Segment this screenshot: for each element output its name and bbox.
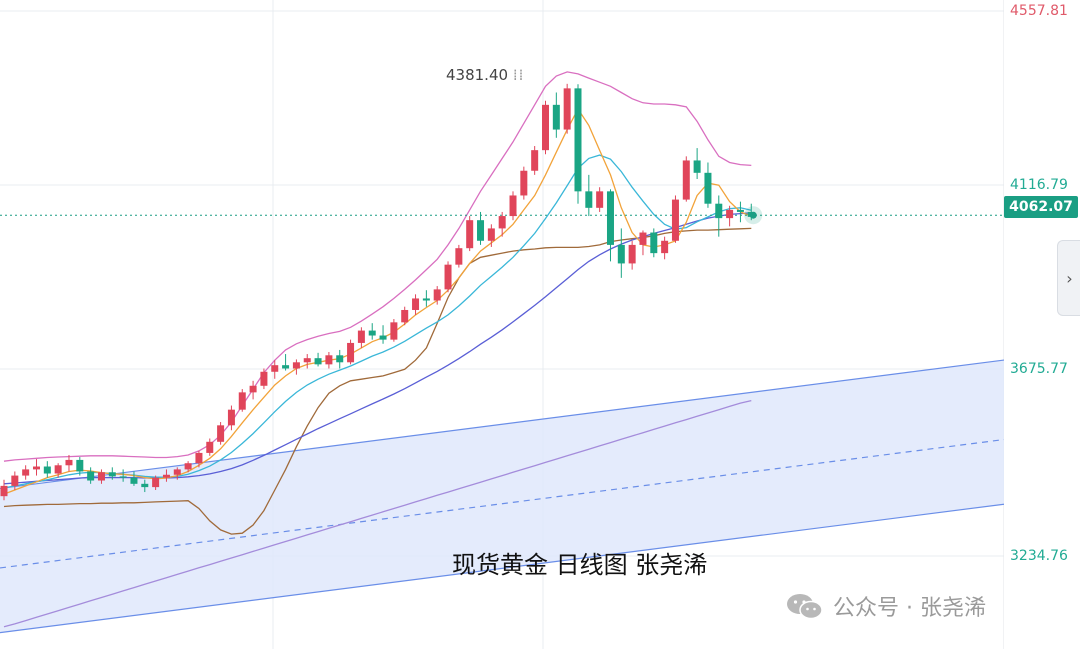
- candle-body: [130, 477, 138, 484]
- ma-slow-line: [3, 212, 752, 485]
- current-price-tag: 4062.07: [1004, 196, 1078, 218]
- candle-body: [195, 452, 203, 464]
- bollinger-lower-line: [3, 227, 752, 535]
- candle-body: [466, 220, 474, 249]
- y-tick-label: 4116.79: [1010, 177, 1068, 193]
- high-price-value: 4381.40: [446, 66, 509, 84]
- candle-body: [628, 244, 636, 264]
- candle-body: [325, 355, 333, 365]
- candle-body: [173, 469, 181, 475]
- candle-body: [152, 477, 160, 488]
- candle-body: [379, 335, 387, 340]
- candle-body: [303, 358, 311, 363]
- candle-body: [401, 309, 409, 323]
- candle-body: [347, 342, 355, 363]
- last-price-dot: [749, 211, 757, 219]
- high-marker-tick: ⁞⁞: [512, 66, 525, 84]
- candle-body: [0, 485, 8, 497]
- candle-body: [552, 104, 560, 130]
- ma-long-line: [3, 399, 752, 628]
- candle-body: [368, 330, 376, 336]
- candle-body: [585, 191, 593, 208]
- candle-body: [260, 371, 268, 386]
- candle-body: [206, 441, 214, 453]
- candle-body: [292, 362, 300, 369]
- candle-body: [606, 191, 614, 245]
- channel-lower-line: [0, 503, 1004, 634]
- candle-body: [282, 365, 290, 369]
- candle-body: [617, 244, 625, 264]
- candle-body: [693, 160, 701, 173]
- candle-body: [271, 365, 279, 372]
- y-tick-label: 3675.77: [1010, 361, 1068, 377]
- candle-body: [249, 385, 257, 393]
- watermark-text: 公众号 · 张尧浠: [833, 596, 986, 621]
- candle-body: [715, 203, 723, 219]
- candle-body: [574, 88, 582, 192]
- channel-middle-line: [0, 438, 1004, 569]
- candle-body: [671, 199, 679, 241]
- candle-body: [227, 409, 235, 426]
- candle-body: [736, 209, 744, 212]
- candle-body: [661, 240, 669, 254]
- candle-body: [141, 483, 149, 488]
- candle-body: [596, 191, 604, 208]
- y-tick-label: 4557.81: [1010, 3, 1068, 19]
- watermark: 公众号 · 张尧浠: [785, 590, 986, 622]
- wechat-icon: [787, 594, 823, 620]
- candle-body: [422, 298, 430, 301]
- candle-body: [639, 232, 647, 245]
- scroll-right-button[interactable]: ›: [1057, 240, 1080, 316]
- candle-body: [87, 471, 95, 481]
- candle-body: [11, 475, 19, 486]
- candle-body: [509, 195, 517, 217]
- candle-body: [184, 463, 192, 470]
- candle-body: [520, 170, 528, 196]
- price-axis: 4557.81 4116.79 3675.77 3234.76: [1004, 0, 1080, 649]
- candle-body: [54, 465, 62, 474]
- candle-body: [563, 88, 571, 130]
- candle-body: [487, 228, 495, 241]
- chart-caption: 现货黄金 日线图 张尧浠: [452, 551, 708, 579]
- candle-body: [650, 232, 658, 254]
- candle-body: [22, 469, 30, 476]
- candle-body: [119, 476, 127, 478]
- candle-body: [704, 172, 712, 204]
- candle-body: [412, 298, 420, 310]
- bollinger-upper-line: [3, 71, 752, 462]
- candle-body: [498, 216, 506, 229]
- candle-body: [455, 248, 463, 265]
- candle-body: [336, 355, 344, 363]
- candle-body: [97, 472, 105, 481]
- y-tick-label: 3234.76: [1010, 548, 1068, 564]
- candle-body: [726, 209, 734, 219]
- candle-body: [682, 160, 690, 200]
- candle-body: [357, 330, 365, 343]
- candle-body: [43, 466, 51, 474]
- candle-body: [477, 220, 485, 241]
- ma-fast-line: [3, 107, 752, 495]
- candle-body: [433, 289, 441, 301]
- candle-body: [32, 466, 40, 470]
- candle-body: [531, 150, 539, 171]
- candle-body: [76, 459, 84, 472]
- candle-body: [217, 425, 225, 442]
- chevron-right-icon: ›: [1066, 268, 1073, 288]
- channel-upper-line: [0, 359, 1004, 490]
- candle-body: [65, 459, 73, 466]
- candle-body: [238, 392, 246, 410]
- candle-body: [314, 358, 322, 365]
- candle-body: [108, 472, 116, 477]
- chart-canvas: [0, 0, 1004, 649]
- candle-body: [390, 322, 398, 340]
- channel-fill: [0, 360, 1004, 633]
- candle-body: [444, 264, 452, 290]
- high-price-marker: 4381.40 ⁞⁞: [446, 66, 524, 84]
- candle-body: [162, 474, 170, 478]
- candle-body: [542, 104, 549, 151]
